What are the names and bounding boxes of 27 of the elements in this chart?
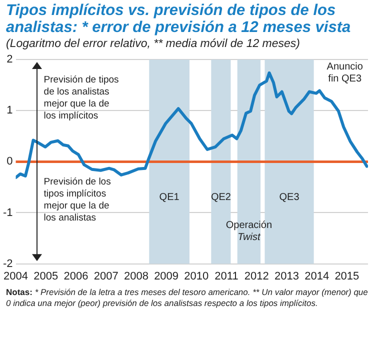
annotation: Previsión de los tipos implícitos mejor que la de los analistas xyxy=(44,176,112,224)
y-tick-label: 2 xyxy=(6,54,13,66)
chart-title: Tipos implícitos vs. previsión de tipos de los analistas: * error de previsión a 12 meses vista xyxy=(5,1,352,36)
y-tick-label: 0 xyxy=(6,156,13,168)
band-label: QE2 xyxy=(210,192,232,203)
band-label: QE1 xyxy=(159,192,180,203)
annotation: Anuncio fin QE3 xyxy=(326,62,364,85)
x-tick-label: 2006 xyxy=(64,270,88,282)
x-tick-label: 2004 xyxy=(4,270,28,282)
x-tick-label: 2015 xyxy=(334,270,360,282)
annotation: Previsión de tipos de los analistas mejor que la de los implícitos xyxy=(44,74,120,122)
x-tick-label: 2014 xyxy=(304,270,330,282)
band-label: QE3 xyxy=(279,192,300,203)
y-tick-label: -1 xyxy=(3,206,13,219)
x-tick-label: 2009 xyxy=(154,270,179,282)
text: Notas: * Previsión de la letra a tres meses del tesoro americano. ** Un valor mayor (menor) que 0 indica una mejor (peor) previsión de los analistsas respecto a los tipos implícitos. xyxy=(5,286,369,309)
x-tick-label: 2013 xyxy=(274,270,299,282)
x-tick-label: 2010 xyxy=(184,270,209,282)
band-label: Operación Twist xyxy=(226,220,272,244)
y-tick-label: -2 xyxy=(3,258,13,270)
x-tick-label: 2011 xyxy=(214,270,238,282)
x-tick-label: 2008 xyxy=(124,270,148,282)
x-tick-label: 2005 xyxy=(34,270,58,282)
x-tick-label: 2007 xyxy=(94,270,118,282)
chart-subtitle: (Logaritmo del error relativo, ** media móvil de 12 meses) xyxy=(5,37,302,50)
x-tick-label: 2012 xyxy=(244,270,269,282)
y-tick-label: 1 xyxy=(6,104,13,117)
